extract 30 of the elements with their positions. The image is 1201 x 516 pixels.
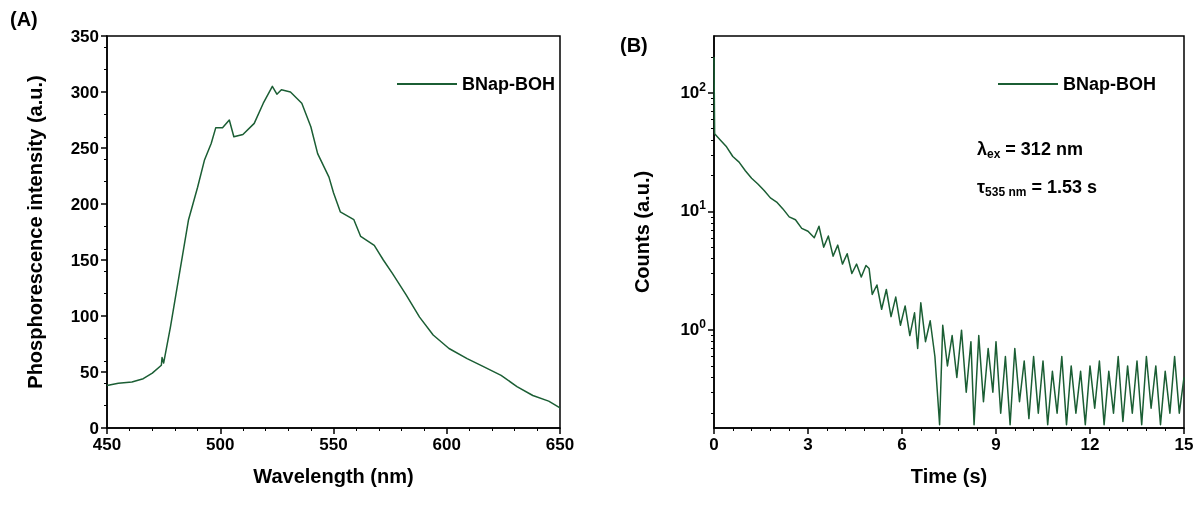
y-tick-label: 250 — [70, 138, 99, 158]
x-tick-label: 12 — [1080, 435, 1100, 454]
y-tick-label: 350 — [70, 26, 99, 46]
y-tick-label: 100 — [70, 306, 99, 326]
x-tick-label: 6 — [897, 435, 907, 454]
y-tick-label: 0 — [89, 418, 99, 438]
y-axis-title: Counts (a.u.) — [631, 170, 653, 294]
x-tick-label: 500 — [206, 435, 235, 454]
y-tick-label: 200 — [70, 194, 99, 214]
y-tick-label: 10$^{1}$ — [680, 198, 706, 222]
x-axis-title: Wavelength (nm) — [253, 465, 414, 487]
y-tick-label: 300 — [70, 82, 99, 102]
x-tick-label: 650 — [545, 435, 575, 454]
legend-label: BNap-BOH — [1063, 74, 1156, 94]
x-tick-label: 9 — [991, 435, 1001, 454]
y-tick-label: 150 — [70, 250, 99, 270]
y-tick-label: 10$^{0}$ — [680, 317, 706, 341]
y-tick-label: 50 — [80, 362, 99, 382]
legend-label: BNap-BOH — [462, 74, 555, 94]
x-tick-label: 450 — [92, 435, 122, 454]
x-tick-label: 15 — [1174, 435, 1194, 454]
x-tick-label: 3 — [803, 435, 813, 454]
x-tick-label: 550 — [319, 435, 348, 454]
chart-title: (B) — [620, 34, 648, 56]
x-tick-label: 0 — [709, 435, 719, 454]
chart-title: (A) — [10, 8, 38, 30]
y-tick-label: 10$^{2}$ — [680, 80, 706, 103]
x-axis-title: Time (s) — [910, 465, 988, 487]
x-tick-label: 600 — [432, 435, 461, 454]
y-axis-title: Phosphorescence intensity (a.u.) — [24, 75, 46, 389]
